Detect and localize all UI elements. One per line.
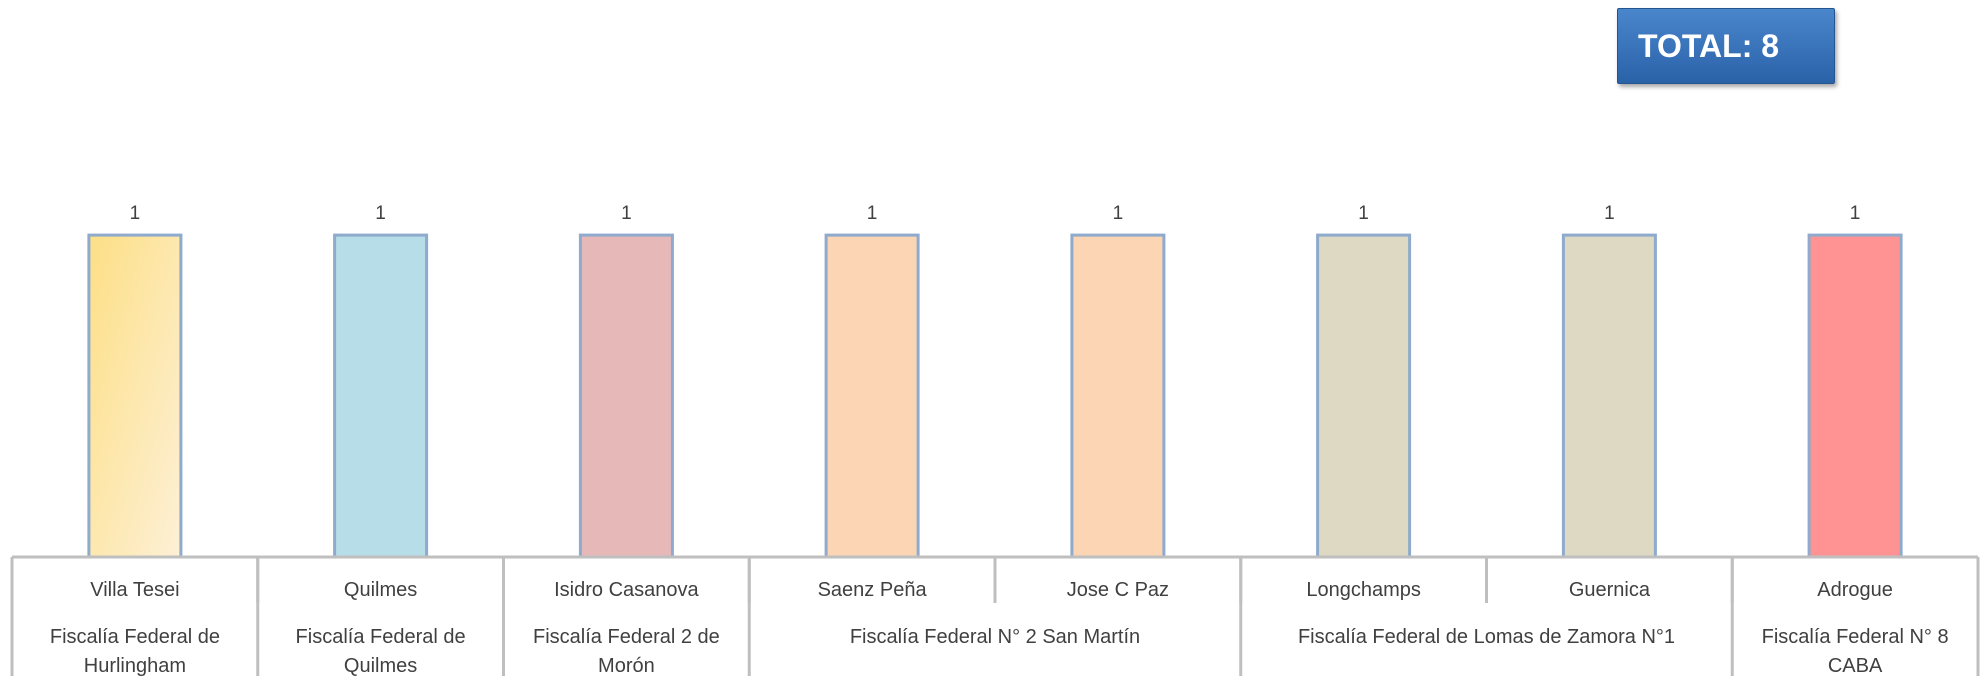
bar-quilmes bbox=[333, 233, 429, 559]
group-label-4: Fiscalía Federal N° 2 San Martín bbox=[850, 626, 1140, 648]
tick-label-villa-tesei: Villa Tesei bbox=[90, 579, 179, 601]
tick-label-jose-c-paz: Jose C Paz bbox=[1067, 579, 1169, 601]
bar-longchamps bbox=[1316, 233, 1412, 559]
group-label-2: Fiscalía Federal de Quilmes bbox=[296, 626, 466, 676]
data-label-saenz-pena: 1 bbox=[867, 203, 878, 224]
tick-label-saenz-pena: Saenz Peña bbox=[818, 579, 928, 601]
bars-layer bbox=[87, 233, 1903, 559]
data-labels-layer: 1 1 1 1 1 1 1 1 bbox=[130, 203, 1861, 224]
total-label: TOTAL: bbox=[1638, 27, 1753, 64]
group-label-3: Fiscalía Federal 2 de Morón bbox=[533, 626, 720, 676]
data-label-isidro-casanova: 1 bbox=[621, 203, 632, 224]
data-label-guernica: 1 bbox=[1604, 203, 1615, 224]
data-label-longchamps: 1 bbox=[1358, 203, 1369, 224]
tick-label-adrogue: Adrogue bbox=[1817, 579, 1893, 601]
group-label-5: Fiscalía Federal de Lomas de Zamora N°1 bbox=[1298, 626, 1675, 648]
bar-isidro-casanova bbox=[578, 233, 674, 559]
tick-label-isidro-casanova: Isidro Casanova bbox=[554, 579, 699, 601]
bar-jose-c-paz bbox=[1070, 233, 1166, 559]
tick-label-guernica: Guernica bbox=[1569, 579, 1651, 601]
total-badge: TOTAL: 8 bbox=[1617, 8, 1835, 84]
group-label-1: Fiscalía Federal de Hurlingham bbox=[50, 626, 220, 676]
category-axis: Villa Tesei Quilmes Isidro Casanova Saenz P… bbox=[10, 555, 1980, 676]
tick-label-quilmes: Quilmes bbox=[344, 579, 417, 601]
group-label-6: Fiscalía Federal N° 8 CABA bbox=[1762, 626, 1949, 676]
data-label-quilmes: 1 bbox=[375, 203, 386, 224]
data-label-jose-c-paz: 1 bbox=[1113, 203, 1124, 224]
data-label-villa-tesei: 1 bbox=[130, 203, 141, 224]
bar-guernica bbox=[1561, 233, 1657, 559]
data-label-adrogue: 1 bbox=[1850, 203, 1861, 224]
tick-label-longchamps: Longchamps bbox=[1306, 579, 1421, 601]
total-value: 8 bbox=[1761, 27, 1780, 64]
bar-adrogue bbox=[1807, 233, 1903, 559]
bar-saenz-pena bbox=[824, 233, 920, 559]
bar-villa-tesei bbox=[87, 233, 183, 559]
